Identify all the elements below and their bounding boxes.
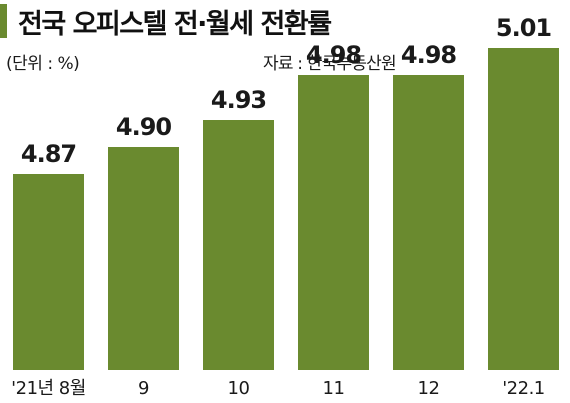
bar-value-label-1: 4.87	[21, 140, 76, 168]
category-label-3: 10	[228, 378, 250, 399]
category-label-2: 9	[138, 378, 149, 399]
bar-value-label-3: 4.93	[211, 86, 266, 114]
source-label: 자료 : 한국부동산원	[263, 54, 397, 74]
title-accent-bar	[0, 4, 7, 38]
bar-6	[488, 48, 559, 370]
bar-1	[13, 174, 84, 370]
category-label-1: '21년 8월	[11, 378, 86, 399]
category-label-5: 12	[418, 378, 440, 399]
bar-4	[298, 75, 369, 370]
bar-value-label-4: 4.98	[306, 41, 362, 69]
unit-label: (단위 : %)	[6, 54, 80, 74]
bar-3	[203, 120, 274, 370]
bar-5	[393, 75, 464, 370]
bar-value-label-5: 4.98	[401, 41, 457, 69]
bar-value-label-6: 5.01	[496, 14, 552, 42]
category-label-6: '22.1	[502, 378, 545, 399]
category-label-4: 11	[323, 378, 345, 399]
bar-2	[108, 147, 179, 370]
chart-title: 전국 오피스텔 전·월세 전환률	[18, 9, 332, 40]
bar-value-label-2: 4.90	[116, 113, 172, 141]
